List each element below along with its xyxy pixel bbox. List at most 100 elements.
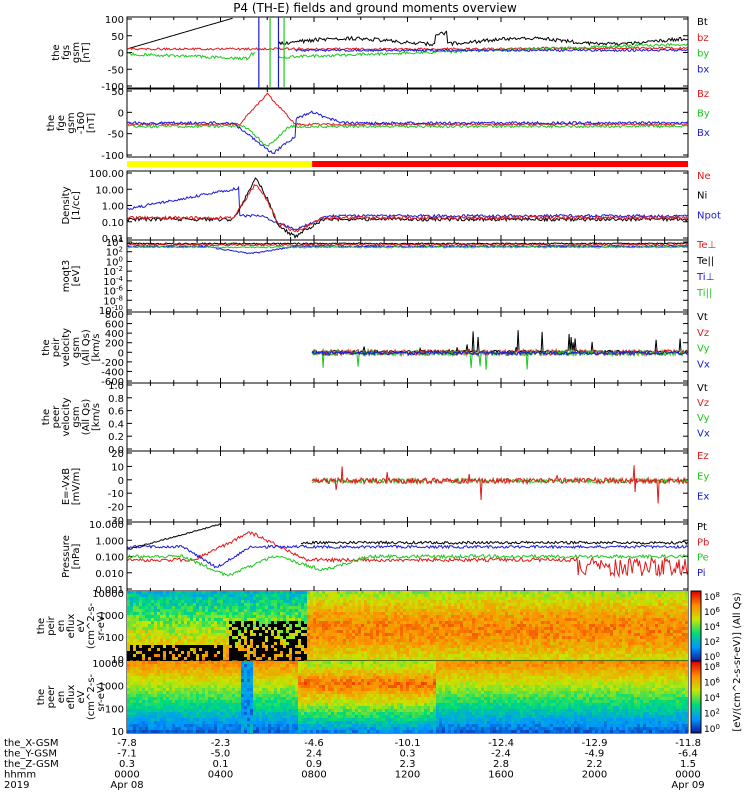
y-tick-label: 100 [105,15,124,26]
plot-title: P4 (TH-E) fields and ground moments over… [0,1,750,15]
series-pt [127,524,687,549]
y-axis-label: moqt3[eV] [61,260,82,293]
footer-value: -6.4 [678,749,698,760]
footer-row-label: 2019 [4,780,29,791]
y-tick-label: -20 [108,503,124,514]
series-bx [127,111,687,153]
footer-value: -11.8 [675,738,701,749]
footer-value: 0.3 [400,749,416,760]
y-tick-label: 0.2 [108,432,124,443]
y-tick-label: -50 [108,130,124,141]
legend-pt: Pt [697,522,707,533]
y-tick-label: 20 [111,449,124,460]
series-by [127,125,687,146]
legend-ne: Ne [697,171,711,182]
panel-density: Density[1/cc] [61,171,688,240]
y-tick-label: 10 [111,727,124,738]
legend-te: Te⊥ [696,240,716,251]
y-tick-label: 1.0 [108,381,124,392]
footer-value: 0000 [114,770,139,781]
footer-value: 1200 [395,770,420,781]
y-tick-label: 1000 [99,682,124,693]
legend-ex: Ex [697,492,709,503]
legend-bx: bx [697,64,709,75]
colorbar-tick-label: 100 [704,723,720,735]
footer-value: 0.9 [306,759,322,770]
legend-ez: Ez [697,451,709,462]
legend-vx: Vx [697,359,710,370]
y-tick-label: 0 [118,49,124,60]
colorbar-tick-label: 108 [704,591,720,603]
mode-bar-fast [312,161,688,167]
footer-value: -12.9 [582,738,608,749]
colorbar-tick-label: 106 [704,677,720,689]
footer-value: 2.3 [400,759,416,770]
footer-value: 0800 [301,770,326,781]
legend-te: Te|| [696,256,714,267]
footer-row-label: the_Z-GSM [4,759,59,770]
series-bx [295,49,687,51]
legend-ti: Ti⊥ [696,272,714,283]
y-tick-label: 1.00 [102,202,124,213]
series-bz [127,93,687,125]
colorbar-tick-label: 104 [704,621,720,633]
legend-vx: Vx [697,428,710,439]
legend-vy: Vy [697,344,710,355]
legend-by: By [697,108,710,119]
footer-value: 0.3 [119,759,135,770]
footer-value: 2000 [582,770,607,781]
series-bt [127,18,233,49]
legend-pb: Pb [697,537,709,548]
legend-vt: Vt [697,312,708,323]
y-tick-label: 10000 [92,659,124,670]
footer-value: -7.8 [117,738,137,749]
footer-row-label: the_Y-GSM [4,749,57,760]
heatmap-peir [127,591,688,663]
legend-ti: Ti|| [696,288,712,299]
series-teperp [127,244,687,246]
footer-row-label: hhmm [4,770,36,781]
footer-value: 2.8 [493,759,509,770]
footer-value: -2.4 [491,749,511,760]
footer-value: -4.9 [585,749,605,760]
y-tick-label: 0 [118,108,124,119]
legend-vt: Vt [697,383,708,394]
footer-value: 1600 [488,770,513,781]
legend-bt: Bt [697,17,708,28]
y-axis-label-line: [1/cc] [71,191,82,220]
legend-by: by [697,49,709,60]
y-tick-label: 10000 [92,589,124,600]
series-ez [312,465,687,503]
y-tick-label: 10 [111,462,124,473]
footer-value: -7.1 [117,749,137,760]
panel-efield: E=-VxB[mV/m] [61,451,688,522]
legend-bz: Bz [697,89,709,100]
y-tick-label: 100 [105,704,124,715]
panel-frame [127,383,688,451]
footer-value: 0000 [675,770,700,781]
y-axis-label-line: [nT] [86,113,97,133]
y-axis-label-line: [nPa] [71,543,82,569]
legend-ni: Ni [697,191,707,202]
y-tick-label: -50 [108,65,124,76]
y-tick-label: 1000 [99,611,124,622]
y-tick-label: 100 [105,633,124,644]
y-axis-label: E=-VxB[mV/m] [61,468,82,506]
y-tick-label: 0 [118,476,124,487]
y-axis-label: Density[1/cc] [61,186,82,224]
y-tick-label: 0.6 [108,407,124,418]
y-tick-label: 50 [111,87,124,98]
legend-pi: Pi [697,568,706,579]
mode-bar-slow [127,161,312,167]
y-tick-label: -10 [108,489,124,500]
y-tick-label: 0.10 [102,218,124,229]
y-tick-label: 0.8 [108,394,124,405]
colorbar-tick-label: 102 [704,636,720,648]
y-tick-label: 50 [111,32,124,43]
footer-value: 0.1 [213,759,229,770]
